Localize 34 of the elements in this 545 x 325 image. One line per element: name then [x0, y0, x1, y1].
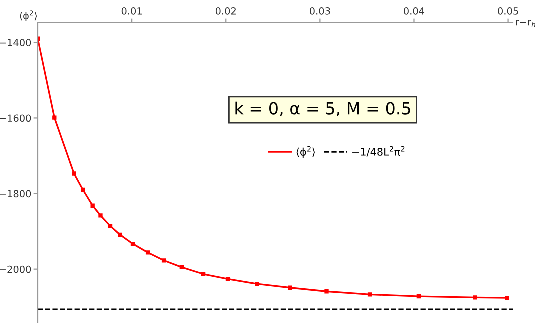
point [72, 172, 76, 176]
y-tick-label: −2000 [0, 266, 32, 274]
point [201, 272, 206, 276]
y-tick-label: −1600 [0, 114, 32, 122]
point [108, 224, 113, 228]
point [368, 292, 372, 297]
point [473, 296, 478, 300]
point [162, 258, 166, 263]
x-tick-label: 0.04 [404, 8, 425, 15]
point [324, 290, 329, 294]
point [90, 204, 95, 208]
point [255, 282, 260, 286]
point [416, 294, 422, 299]
x-tick-label: 0.02 [216, 8, 236, 15]
point [130, 242, 136, 246]
x-tick-label: 0.05 [498, 8, 518, 15]
point [146, 250, 150, 255]
x-tick-label: 0.01 [122, 8, 142, 15]
point [118, 232, 122, 238]
x-tick-label: 0.03 [310, 8, 330, 15]
point [505, 296, 510, 300]
point [288, 286, 292, 290]
x-axis-title: r−r$_{h}$ [516, 20, 536, 28]
point [226, 277, 230, 282]
point [98, 214, 103, 218]
point [180, 265, 184, 270]
point [81, 188, 86, 192]
legend-label: ⟨ϕ$^{2}$⟩ [296, 146, 315, 158]
y-tick-label: −1800 [0, 190, 32, 198]
y-tick-label: −1400 [0, 39, 32, 46]
legend-label: −1/48L$^{2}$π$^{2}$ [352, 146, 405, 157]
annotation: k = 0, α = 5, M = 0.5 [236, 102, 410, 117]
y-axis-title: ⟨ϕ$^{2}$⟩ [20, 10, 38, 22]
point [52, 116, 57, 120]
